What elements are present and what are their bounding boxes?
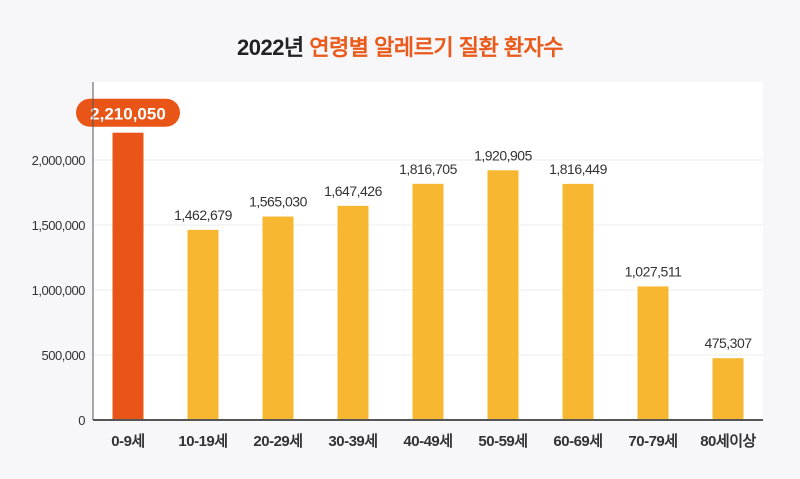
x-tick-label: 50-59세: [478, 433, 527, 450]
y-tick-label: 2,000,000: [32, 153, 86, 168]
value-badge: [76, 98, 180, 127]
bar: [412, 183, 444, 420]
bar: [187, 229, 219, 420]
x-tick-label: 20-29세: [253, 433, 302, 450]
value-label: 475,307: [704, 335, 752, 351]
value-label: 1,565,030: [249, 194, 307, 210]
bar: [562, 183, 594, 420]
y-tick-label: 500,000: [42, 348, 86, 363]
x-tick-label: 40-49세: [403, 433, 452, 450]
bar: [112, 132, 144, 421]
y-tick-label: 1,500,000: [32, 218, 86, 233]
chart-title: 2022년 연령별 알레르기 질환 환자수: [0, 30, 800, 62]
x-tick-label: 60-69세: [553, 433, 602, 450]
value-label: 1,816,705: [399, 161, 457, 177]
title-highlight: 연령별 알레르기 질환 환자수: [309, 35, 564, 60]
value-label: 1,816,449: [549, 161, 607, 177]
x-tick-label: 0-9세: [111, 433, 144, 450]
x-tick-label: 30-39세: [328, 433, 377, 450]
x-tick-label: 80세이상: [700, 433, 756, 450]
value-label: 2,210,050: [90, 105, 166, 124]
bar: [337, 205, 369, 420]
value-label: 1,027,511: [625, 263, 682, 279]
value-label: 1,647,426: [324, 183, 382, 199]
x-tick-label: 70-79세: [628, 433, 677, 450]
y-tick-label: 0: [78, 413, 85, 428]
value-label: 1,462,679: [174, 207, 232, 223]
y-tick-label: 1,000,000: [32, 283, 86, 298]
x-tick-label: 10-19세: [178, 433, 227, 450]
title-year: 2022년: [236, 35, 304, 60]
bar: [262, 216, 294, 420]
bar: [712, 358, 744, 420]
bar: [637, 286, 669, 420]
bar: [487, 170, 519, 420]
value-label: 1,920,905: [474, 147, 532, 163]
